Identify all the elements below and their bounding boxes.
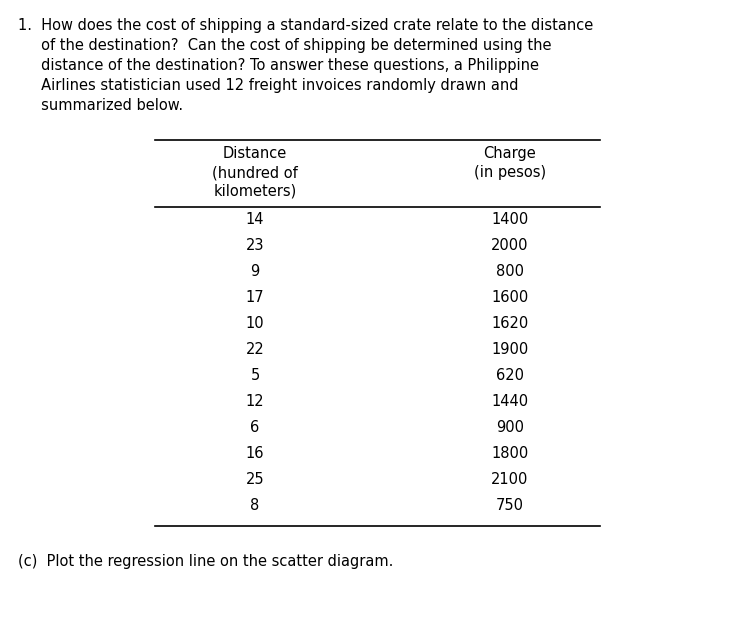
Text: summarized below.: summarized below. [18, 98, 183, 113]
Text: 800: 800 [496, 264, 524, 279]
Text: 1600: 1600 [492, 290, 529, 305]
Text: 9: 9 [251, 264, 260, 279]
Text: 1440: 1440 [492, 394, 529, 409]
Text: 1900: 1900 [492, 342, 529, 357]
Text: 1400: 1400 [492, 212, 529, 227]
Text: distance of the destination? To answer these questions, a Philippine: distance of the destination? To answer t… [18, 58, 539, 73]
Text: 1800: 1800 [492, 446, 529, 461]
Text: Distance: Distance [223, 146, 287, 161]
Text: (in pesos): (in pesos) [474, 165, 546, 180]
Text: 25: 25 [245, 472, 264, 487]
Text: 12: 12 [245, 394, 264, 409]
Text: of the destination?  Can the cost of shipping be determined using the: of the destination? Can the cost of ship… [18, 38, 551, 53]
Text: 23: 23 [245, 238, 264, 253]
Text: 620: 620 [496, 368, 524, 383]
Text: (hundred of: (hundred of [212, 165, 298, 180]
Text: 2000: 2000 [491, 238, 529, 253]
Text: 900: 900 [496, 420, 524, 435]
Text: 17: 17 [245, 290, 264, 305]
Text: 6: 6 [251, 420, 260, 435]
Text: 1620: 1620 [492, 316, 529, 331]
Text: 22: 22 [245, 342, 264, 357]
Text: 1.  How does the cost of shipping a standard-sized crate relate to the distance: 1. How does the cost of shipping a stand… [18, 18, 593, 33]
Text: 16: 16 [245, 446, 264, 461]
Text: Airlines statistician used 12 freight invoices randomly drawn and: Airlines statistician used 12 freight in… [18, 78, 519, 93]
Text: 5: 5 [251, 368, 260, 383]
Text: Charge: Charge [483, 146, 536, 161]
Text: (c)  Plot the regression line on the scatter diagram.: (c) Plot the regression line on the scat… [18, 554, 393, 569]
Text: 10: 10 [245, 316, 264, 331]
Text: 2100: 2100 [491, 472, 529, 487]
Text: 8: 8 [251, 498, 260, 513]
Text: 750: 750 [496, 498, 524, 513]
Text: kilometers): kilometers) [213, 184, 297, 199]
Text: 14: 14 [245, 212, 264, 227]
